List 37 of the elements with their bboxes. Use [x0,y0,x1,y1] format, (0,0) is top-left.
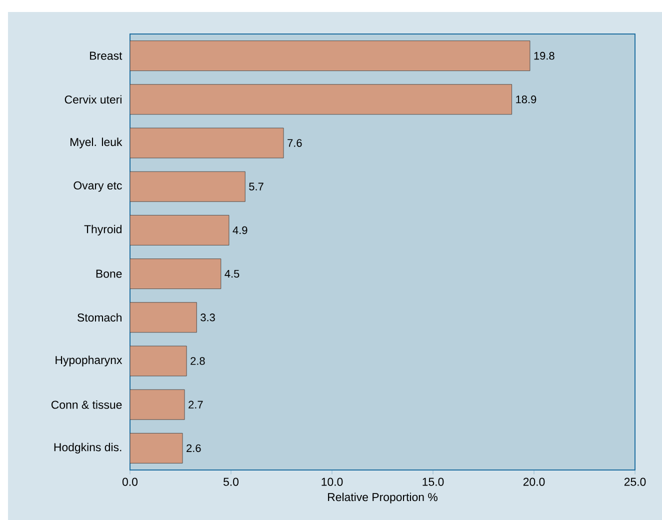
x-tick-label: 15.0 [422,478,444,486]
data-label: 18.9 [516,96,536,104]
data-label: 19.8 [534,52,554,60]
data-label: 4.5 [224,270,240,278]
bar [130,258,222,289]
x-tick-label: 5.0 [223,478,239,486]
data-label: 2.8 [190,357,205,365]
y-tick-label: Hypopharynx [56,356,122,366]
bar [130,433,183,464]
y-tick-label: Stomach [78,313,122,322]
data-label: 7.6 [288,139,302,147]
data-label: 4.9 [232,226,248,234]
y-tick-label: Conn & tissue [51,400,122,409]
bar [130,389,185,420]
y-tick-label: Thyroid [84,224,122,236]
bar [130,171,246,202]
data-label: 5.7 [249,182,264,190]
y-tick-label: Hodgkins dis. [54,442,122,454]
bar [130,302,197,333]
x-tick-label: 20.0 [523,478,545,486]
data-label: 3.3 [200,314,215,322]
data-label: 2.7 [188,400,203,408]
bar [130,40,530,71]
bar [130,128,284,158]
y-tick-label: Cervix uteri [64,95,122,104]
bar [130,215,230,246]
y-tick-label: Bone [96,270,122,278]
data-label: 2.6 [186,444,201,452]
x-axis-title: Relative Proportion % [328,492,438,504]
x-tick-label: 0.0 [122,478,138,486]
bar [130,84,512,115]
x-tick-label: 25.0 [624,478,646,486]
x-tick-label: 10.0 [322,478,343,486]
y-tick-label: Breast [90,52,122,60]
y-tick-label: Myel. leuk [70,138,122,148]
bar [130,346,187,376]
y-tick-label: Ovary etc [74,181,122,192]
